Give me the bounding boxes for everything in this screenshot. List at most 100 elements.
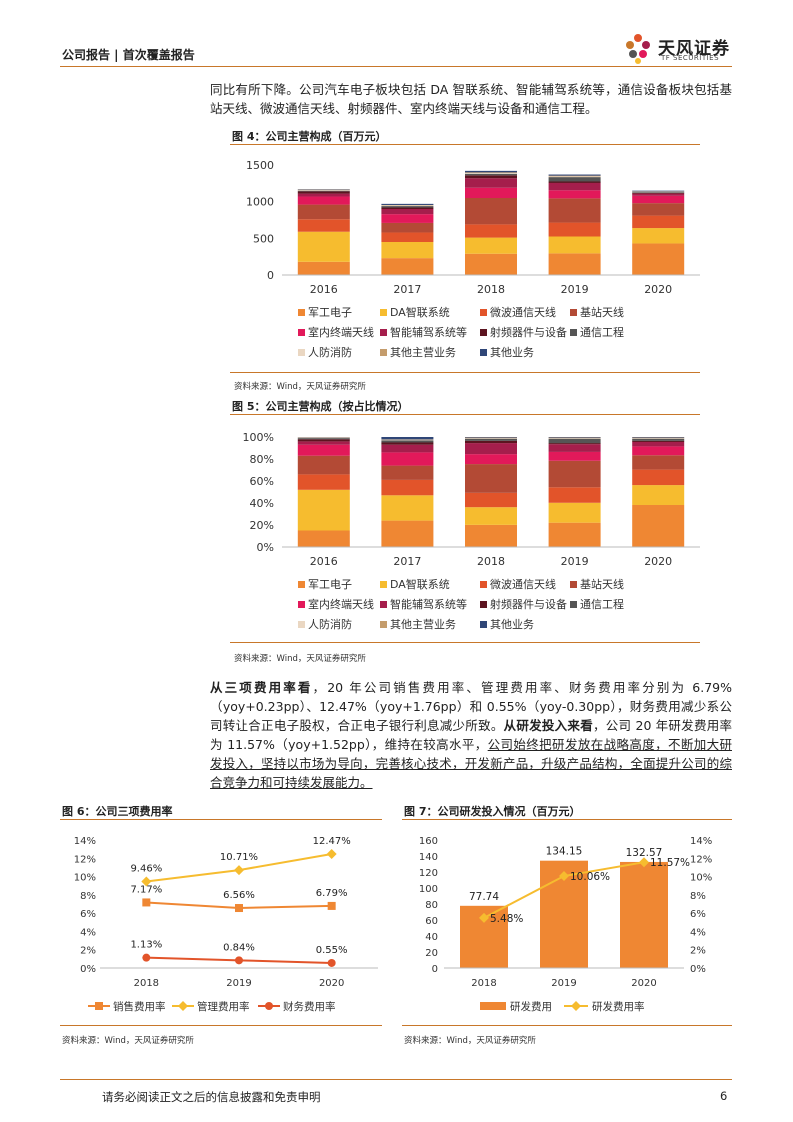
bar-segment (548, 174, 601, 176)
fig6-title: 图 6：公司三项费用率 (62, 805, 173, 818)
data-label: 6.56% (223, 890, 255, 901)
legend-swatch (570, 328, 577, 336)
legend-label: 销售费用率 (113, 1000, 166, 1013)
y-tick-label: 6% (80, 909, 96, 920)
fig6-source: 资料来源：Wind，天风证券研究所 (62, 1036, 194, 1046)
data-label: 1.13% (130, 940, 162, 951)
bar-segment (381, 214, 434, 223)
y-tick-label: 60 (425, 916, 438, 927)
x-tick-label: 2020 (644, 555, 672, 568)
bar-segment (548, 502, 601, 523)
bar-segment (465, 187, 517, 198)
legend-swatch (480, 1002, 506, 1010)
bar-segment (381, 258, 434, 275)
bar-value-label: 132.57 (626, 847, 663, 859)
legend-item: 基站天线 (570, 576, 624, 592)
lead-rd: 从研发投入来看 (503, 718, 593, 733)
bar-segment (548, 438, 601, 439)
data-label: 0.55% (316, 945, 348, 956)
bar-segment (632, 228, 685, 244)
fig5-title: 图 5：公司主营构成（按占比情况） (232, 400, 409, 413)
fig4-chart: 0 500 1000 1500 2016 2017 2018 2019 2020 (246, 159, 700, 296)
legend-item: 基站天线 (570, 304, 624, 320)
legend-swatch (480, 328, 487, 336)
fig6-bottom-divider (60, 1025, 382, 1026)
bar-segment (632, 192, 685, 194)
fig5-bottom-divider (230, 642, 700, 643)
legend-label: 微波通信天线 (490, 306, 556, 319)
report-type: 公司报告 | 首次覆盖报告 (62, 48, 195, 62)
bar-segment (548, 522, 601, 547)
bar-segment (381, 222, 434, 233)
bar-segment (465, 237, 517, 254)
bar-segment (465, 464, 517, 493)
bar-segment (548, 175, 601, 177)
x-tick-label: 2019 (561, 555, 589, 568)
page-number: 6 (720, 1089, 728, 1103)
y2-tick-label: 12% (690, 854, 712, 865)
legend-marker (95, 1002, 103, 1010)
x-tick-label: 2017 (393, 283, 421, 296)
legend-label: 室内终端天线 (308, 326, 374, 339)
legend-label: DA智联系统 (390, 578, 450, 591)
intro-paragraph: 同比有所下降。公司汽车电子板块包括 DA 智联系统、智能辅驾系统等，通信设备板块… (210, 82, 732, 116)
legend-label: 其他主营业务 (390, 618, 456, 631)
bar-segment (632, 485, 685, 505)
legend-label: 智能辅驾系统等 (390, 326, 467, 339)
bar-segment (465, 438, 517, 441)
legend-item: DA智联系统 (380, 304, 450, 320)
legend-item: 室内终端天线 (298, 596, 374, 612)
legend-label: DA智联系统 (390, 306, 450, 319)
bar-segment (465, 492, 517, 508)
x-tick-label: 2018 (471, 978, 496, 989)
bar-segment (548, 451, 601, 461)
y-tick-label: 0% (257, 541, 274, 554)
legend-swatch (380, 348, 387, 356)
bar (620, 861, 668, 968)
bar-segment (548, 222, 601, 237)
bar-segment (632, 438, 685, 441)
x-tick-label: 2018 (477, 283, 505, 296)
fig5-chart: 0% 20% 40% 60% 80% 100% 2016 2017 2018 2019 2020 (243, 431, 700, 568)
legend-swatch (298, 308, 305, 316)
data-point (326, 848, 337, 859)
rate-point (559, 871, 569, 882)
bar-segment (548, 190, 601, 199)
legend-swatch (480, 620, 487, 628)
legend-swatch (298, 600, 305, 608)
bar-segment (548, 253, 601, 275)
bar-segment (465, 454, 517, 465)
data-point (327, 958, 336, 967)
legend-label: 其他主营业务 (390, 346, 456, 359)
legend-label: 财务费用率 (283, 1000, 336, 1013)
bar-segment (381, 452, 434, 466)
bar-segment (297, 474, 350, 490)
bar-segment (548, 437, 601, 438)
y-tick-label: 14% (74, 836, 96, 847)
bar-segment (381, 437, 434, 440)
legend-item: 微波通信天线 (480, 304, 556, 320)
bar-segment (548, 198, 601, 223)
x-tick-label: 2020 (631, 978, 656, 989)
lead-expense: 从三项费用率看 (210, 680, 313, 695)
fig6-chart: 0% 2% 4% 6% 8% 10% 12% 14% 2018 2019 2020 7.17% 6.56… (74, 836, 378, 1013)
legend-label: 研发费用 (510, 1000, 552, 1013)
bar-segment (548, 176, 601, 178)
y-tick-label: 8% (80, 891, 96, 902)
legend-label: 管理费用率 (197, 1000, 250, 1013)
data-point (142, 953, 151, 962)
bar-segment (465, 440, 517, 444)
legend-item: 智能辅驾系统等 (380, 324, 467, 340)
x-tick-label: 2016 (310, 555, 338, 568)
bar-segment (632, 215, 685, 229)
bar-segment (297, 204, 350, 220)
bar-segment (632, 438, 685, 439)
legend-swatch (380, 620, 387, 628)
bar-segment (632, 504, 685, 547)
x-tick-label: 2017 (393, 555, 421, 568)
rd-strategy-text: 公司始终把研发放在战略高度，不断加大研发投入，坚持以市场为导向，完善核心技术，开… (210, 737, 732, 790)
bar-segment (548, 177, 601, 182)
bar-segment (632, 437, 685, 439)
bar-segment (632, 195, 685, 204)
bar-segment (632, 192, 685, 193)
